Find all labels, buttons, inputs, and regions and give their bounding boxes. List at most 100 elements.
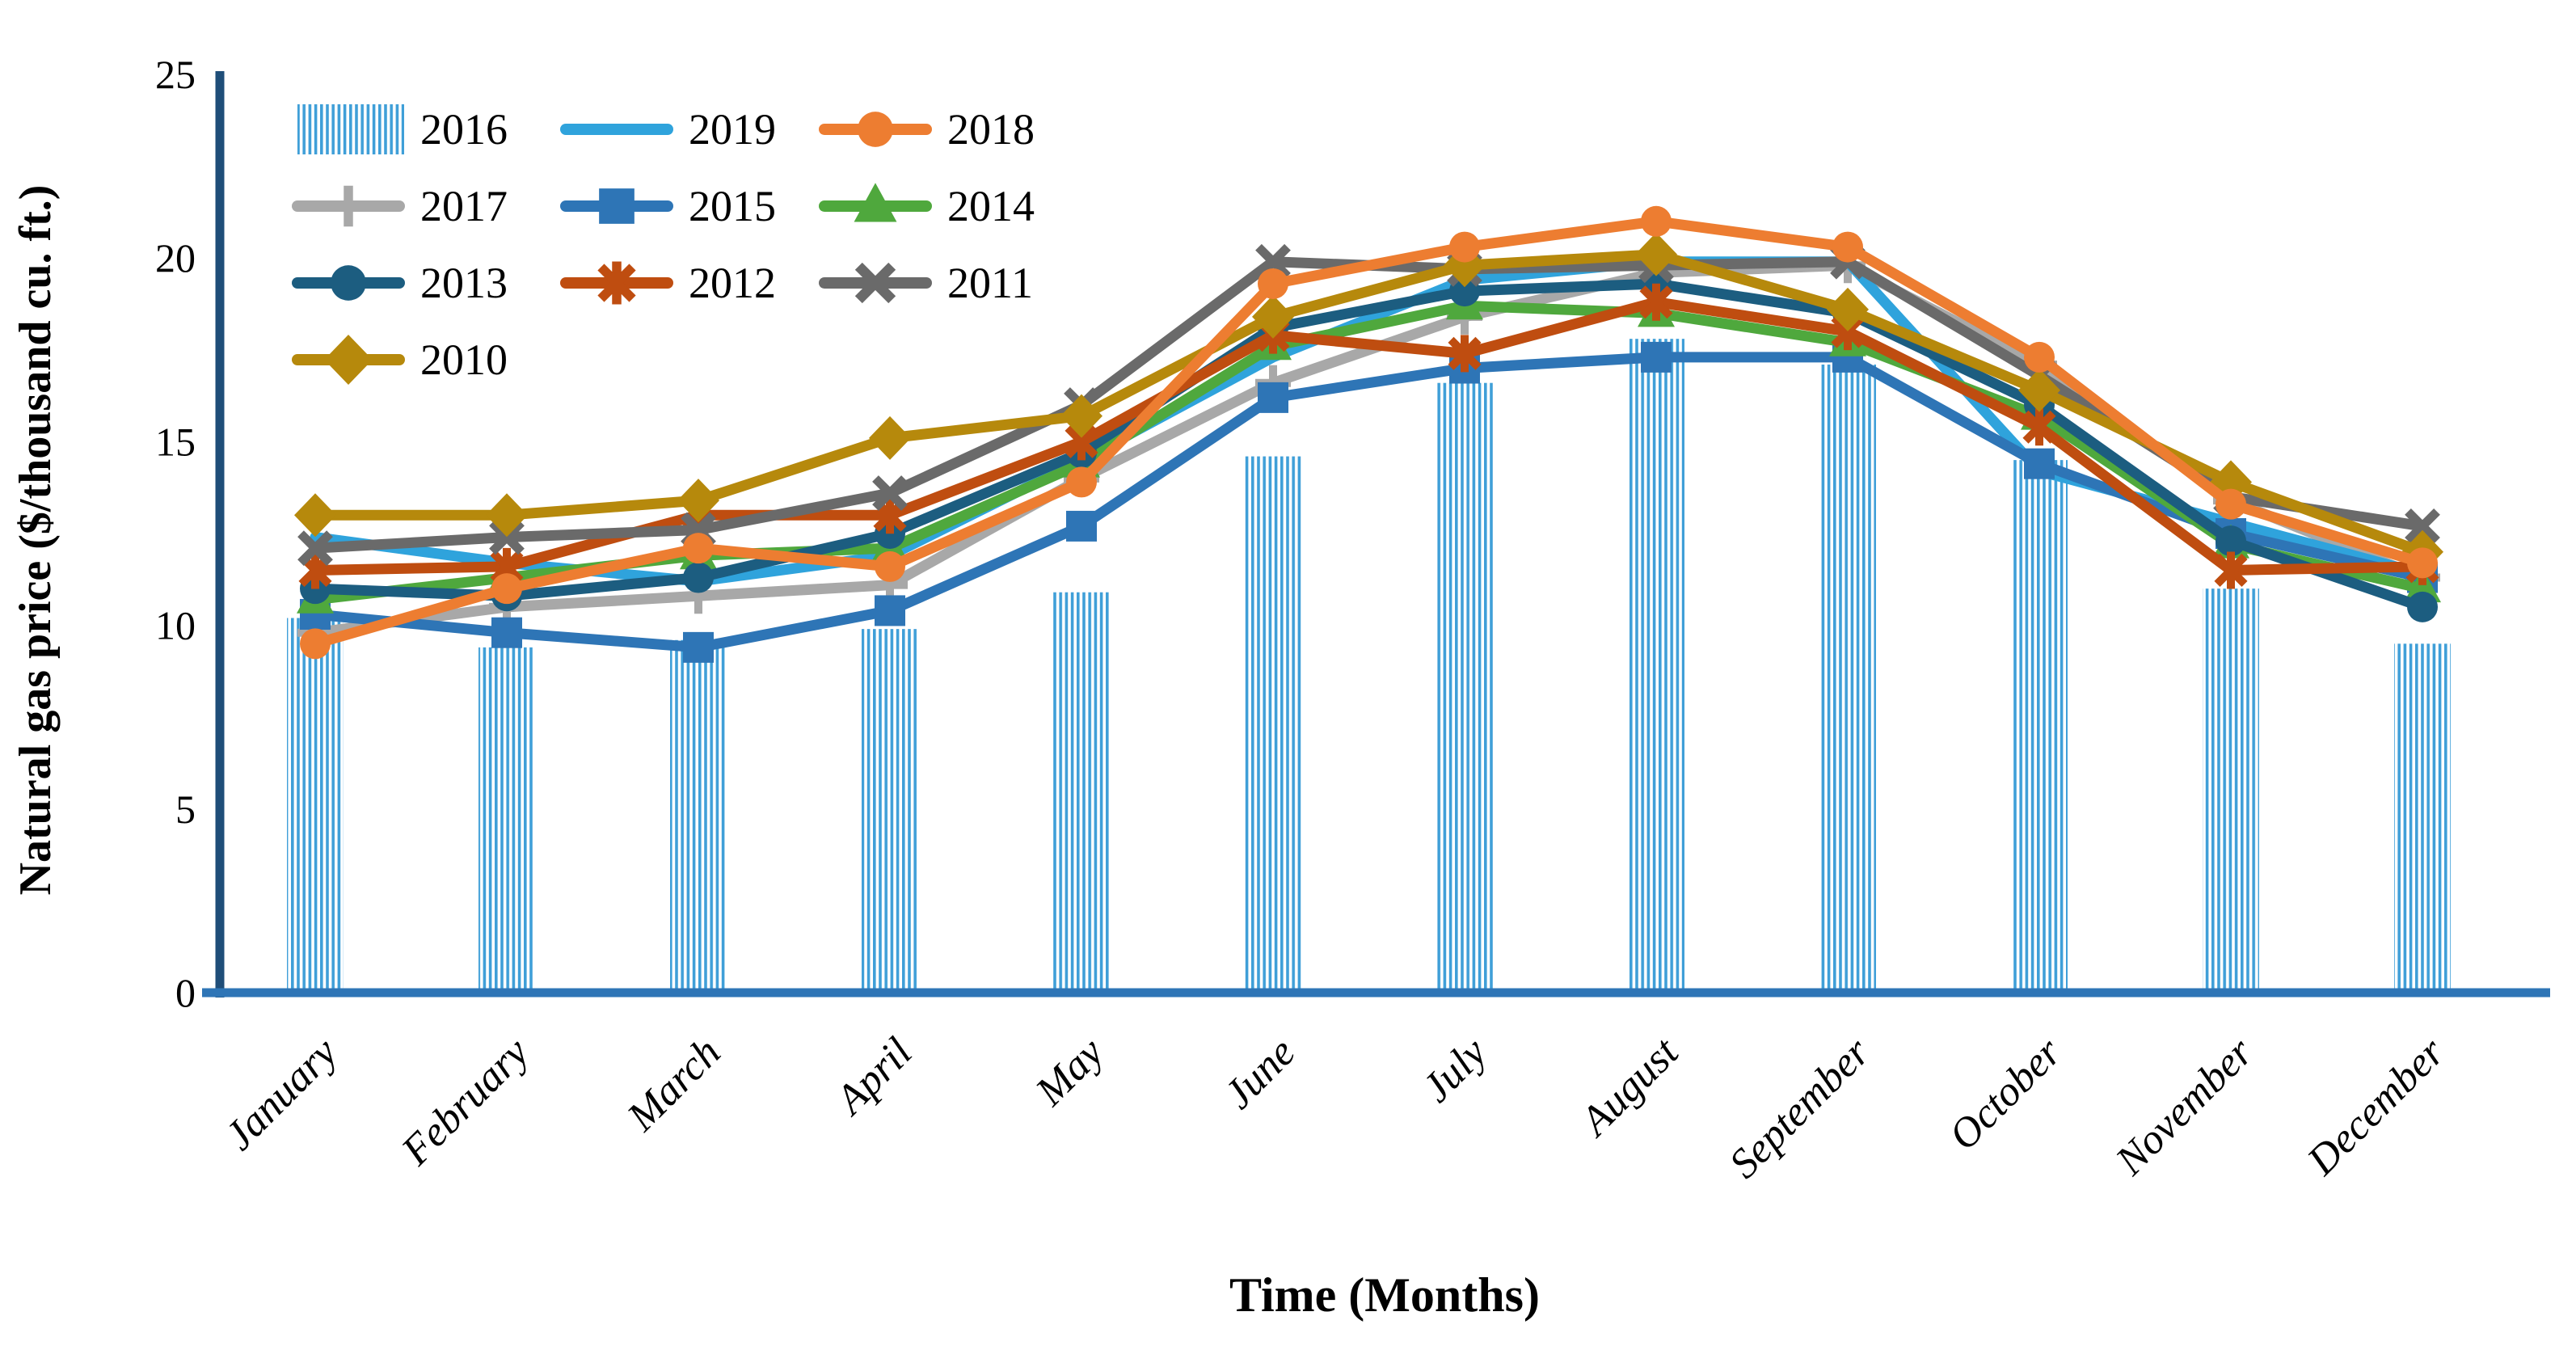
series-2018-marker-august [1641,205,1672,237]
series-2018-marker-november [2216,488,2246,520]
legend-marker-2012 [597,261,636,305]
legend-item-2015: 2015 [560,182,776,230]
series-2013-marker-november [2216,525,2246,557]
series-2015-marker-june [1258,382,1288,413]
bars-layer [287,339,2451,993]
series-2013-marker-december [2407,591,2438,622]
legend-marker-2013 [331,265,366,301]
series-2013-marker-november [2216,525,2246,557]
series-2011-marker-january [297,530,333,567]
y-tick-label: 25 [155,52,196,97]
series-2010-marker-june [1252,294,1294,339]
legend-label-2019: 2019 [689,105,776,154]
legend-label-2014: 2014 [947,182,1035,230]
legend-label-2012: 2012 [689,259,776,307]
series-2012-line [310,297,2428,576]
bar-2016-september [1819,364,1876,993]
series-2013-marker-march [683,562,714,593]
series-2014-marker-december [2404,568,2441,603]
series-2018-marker-december [2407,547,2438,579]
series-2010-marker-october [2018,368,2060,412]
series-2010-marker-october [2018,368,2060,412]
series-2010-marker-september [1827,287,1869,331]
series-2018-marker-april [875,550,905,582]
legend-marker-2010 [324,334,373,386]
series-2014-marker-december [2404,568,2441,603]
series-2010-marker-april [869,415,911,460]
series-2010-marker-september [1827,287,1869,331]
series-2018-marker-august [1641,205,1672,237]
series-2018-line [310,216,2428,649]
x-tick-label-december: December [2298,1029,2454,1185]
series-2018-marker-january [300,628,331,660]
series-2015-marker-october [2024,448,2055,479]
series-2011-marker-june [1255,243,1291,280]
series-2018-marker-december [2407,547,2438,579]
legend-marker-2011 [854,262,896,304]
series-2018-marker-november [2216,488,2246,520]
series-2018-marker-february [491,573,522,605]
series-2010-marker-march [677,479,719,523]
legend: 2016 2019 2018 2017 2015 2014 2013 2012 2011 2010 [292,104,1035,386]
legend-marker-2015 [599,188,635,224]
bar-2016-april [862,629,918,993]
legend-label-2017: 2017 [420,182,508,230]
y-tick-label: 5 [175,787,196,832]
series-2018 [300,205,2438,660]
x-tick-label-february: February [393,1029,539,1175]
series-2010-marker-february [486,493,528,538]
series-2012-marker-august [1639,283,1673,321]
legend-label-2010: 2010 [420,335,508,384]
series-2013-marker-july [1449,276,1480,307]
series-2015-marker-august [1641,341,1672,373]
series-2010-marker-august [1635,232,1677,276]
series-2015-marker-february [491,617,522,648]
series-2018-marker-july [1449,231,1480,263]
series-2013-line [310,278,2428,613]
bar-2016-may [1053,592,1110,993]
series-2015-marker-march [683,631,714,663]
y-tick-label: 0 [175,970,196,1015]
bar-2016-march [670,639,727,993]
y-tick-label: 15 [155,419,196,464]
series-2015-marker-april [875,595,905,626]
series-2018-marker-february [491,573,522,605]
x-tick-label-november: November [2106,1029,2262,1185]
series-2010-marker-february [486,493,528,538]
series-2015-marker-august [1641,341,1672,373]
x-tick-label-october: October [1941,1029,2071,1159]
x-tick-label-august: August [1570,1028,1689,1146]
legend-item-2011: 2011 [819,259,1033,307]
series-2018-marker-may [1066,466,1097,498]
legend-item-2019: 2019 [560,105,776,154]
legend-marker-2010 [324,334,373,386]
legend-item-2016: 2016 [297,104,508,154]
series-2012-marker-july [1448,335,1482,373]
legend-item-2017: 2017 [292,182,508,230]
series-2012-marker-november [2214,551,2248,589]
series-2011-marker-february [489,519,525,555]
x-axis-title: Time (Months) [1229,1268,1540,1322]
x-tick-label-april: April [825,1029,921,1124]
series-2010-marker-january [294,493,336,538]
legend-marker-2018 [858,112,893,147]
series-2010-marker-january [294,493,336,538]
series-2015-marker-may [1066,510,1097,542]
x-tick-label-january: January [217,1029,347,1159]
bar-2016-june [1245,456,1301,993]
series-2013 [300,268,2438,622]
series-2012-marker-august [1639,283,1673,321]
series-2018-marker-march [683,533,714,564]
bar-2016-january [287,618,344,993]
bar-2016-october [2011,460,2068,993]
x-tick-label-june: June [1216,1029,1305,1118]
series-2010-line [310,249,2428,558]
y-tick-label: 20 [155,235,196,281]
x-tick-label-march: March [618,1029,730,1141]
series-2013-marker-march [683,562,714,593]
bar-2016-november [2203,588,2259,993]
x-tick-label-september: September [1721,1029,1879,1187]
series-2018-marker-september [1832,231,1863,263]
series-2011-marker-june [1255,243,1291,280]
